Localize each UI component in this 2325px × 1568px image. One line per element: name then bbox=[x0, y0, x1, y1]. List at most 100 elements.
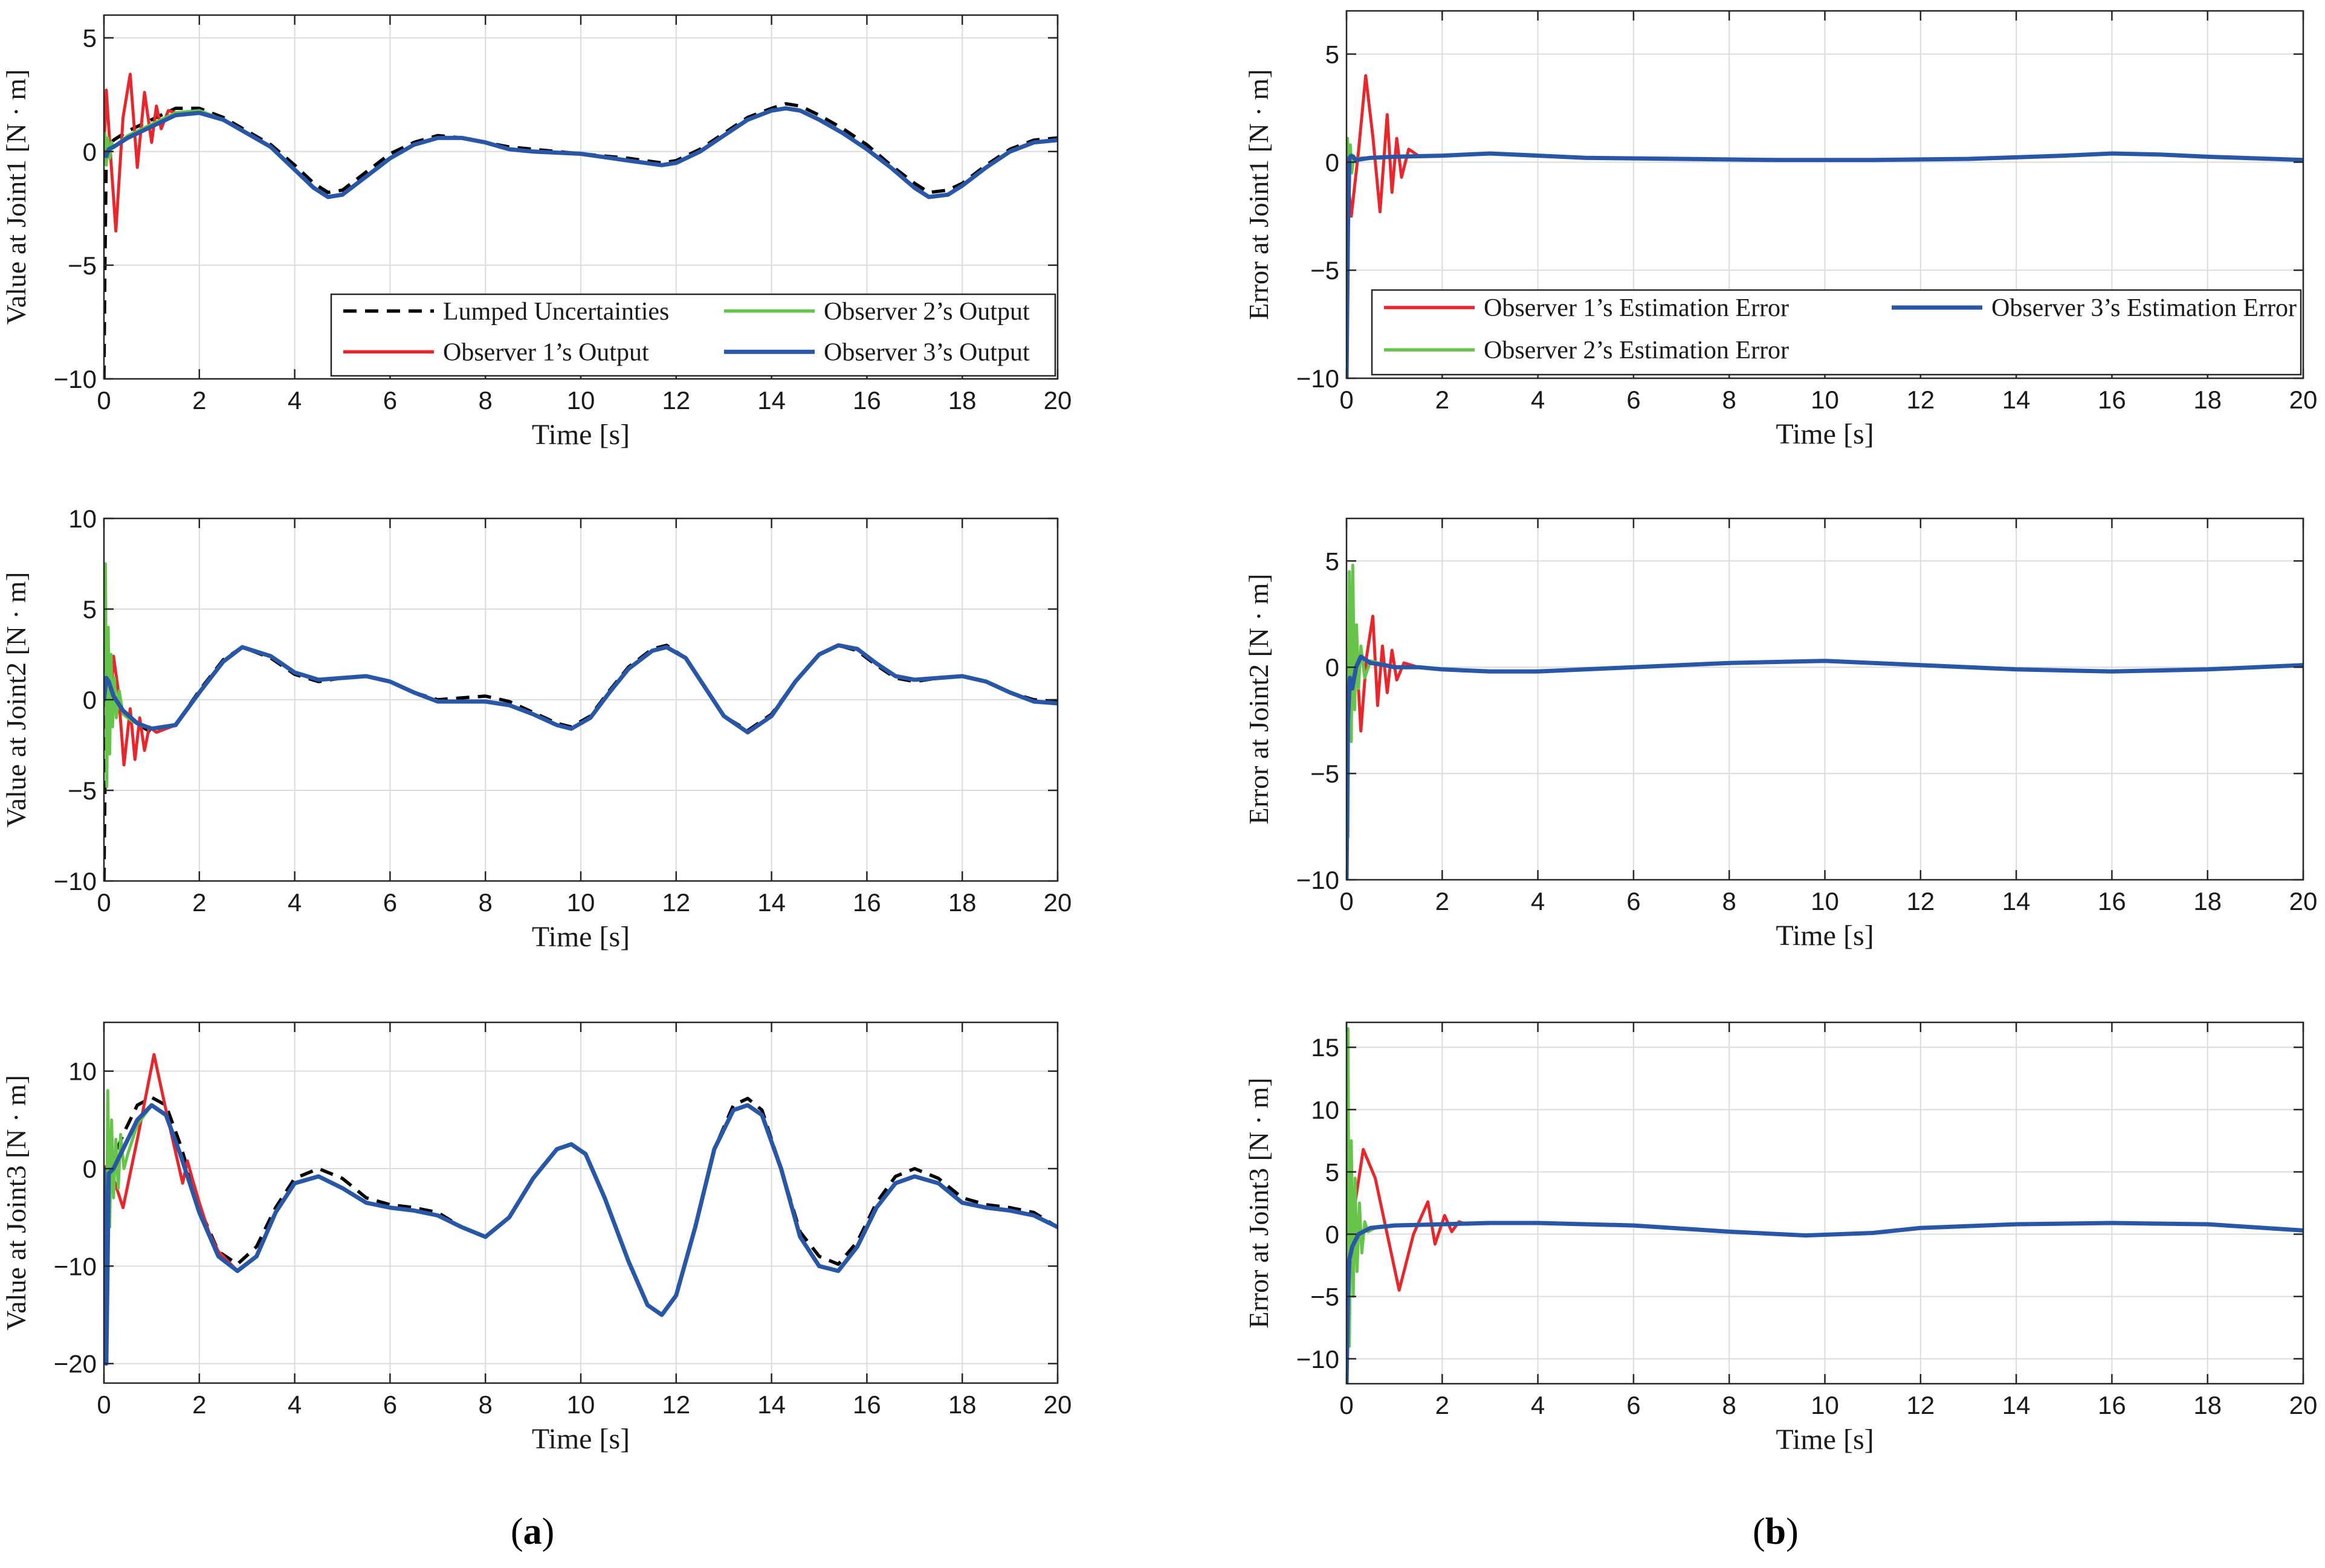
x-tick-label: 12 bbox=[662, 386, 690, 415]
x-axis-label: Time [s] bbox=[532, 1423, 630, 1455]
panel-label-a-letter: a bbox=[523, 1511, 542, 1552]
chart-a2: 0 2 4 6 8 10 12 14 16 18 20 −10 −5 0 5 10 Time [s] Value … bbox=[1, 505, 1072, 953]
y-tick-label: −10 bbox=[54, 1252, 97, 1280]
x-tick-label: 12 bbox=[1906, 887, 1935, 915]
x-tick-label: 16 bbox=[2098, 386, 2126, 414]
x-tick-label: 16 bbox=[2098, 1391, 2126, 1419]
x-axis-label: Time [s] bbox=[532, 419, 630, 451]
x-tick-label: 10 bbox=[567, 1390, 595, 1419]
y-axis-label: Value at Joint3 [N · m] bbox=[1, 1075, 31, 1331]
x-tick-label: 8 bbox=[479, 386, 493, 415]
x-tick-label: 16 bbox=[853, 888, 881, 917]
series-line-obs3 bbox=[104, 1103, 1058, 1366]
series-group bbox=[104, 562, 1058, 881]
x-tick-label: 2 bbox=[1435, 386, 1449, 414]
x-tick-label: 12 bbox=[1906, 386, 1935, 414]
x-tick-label: 0 bbox=[1339, 887, 1353, 915]
y-tick-label: 10 bbox=[1311, 1095, 1339, 1124]
x-axis-label: Time [s] bbox=[1776, 920, 1874, 952]
x-tick-label: 12 bbox=[1906, 1391, 1935, 1419]
x-tick-label: 10 bbox=[1811, 1391, 1839, 1419]
y-tick-label: 0 bbox=[1325, 653, 1339, 682]
y-tick-label: 5 bbox=[1325, 547, 1339, 575]
legend: Observer 1’s Estimation Error Observer 2’… bbox=[1371, 289, 2302, 376]
legend-label-obs1: Observer 1’s Output bbox=[443, 338, 649, 366]
panel-label-a: (a) bbox=[511, 1511, 554, 1553]
panel-label-a-close: ) bbox=[542, 1511, 555, 1552]
y-tick-label: −5 bbox=[68, 776, 97, 805]
x-axis-label: Time [s] bbox=[1776, 1424, 1874, 1456]
x-tick-label: 6 bbox=[1626, 386, 1640, 414]
x-tick-label: 14 bbox=[2002, 386, 2031, 414]
x-tick-label: 10 bbox=[1811, 887, 1839, 915]
x-tick-label: 4 bbox=[288, 386, 302, 415]
y-tick-label: −20 bbox=[54, 1350, 97, 1378]
x-tick-label: 8 bbox=[479, 1390, 493, 1419]
y-axis-label: Error at Joint1 [N · m] bbox=[1243, 69, 1274, 320]
y-tick-label: −10 bbox=[1296, 866, 1339, 894]
series-line-obs3 bbox=[1347, 1221, 2303, 1384]
panel-label-b-open: ( bbox=[1753, 1511, 1765, 1552]
x-tick-label: 6 bbox=[383, 888, 397, 917]
series-line-obs3 bbox=[104, 106, 1058, 199]
x-tick-label: 2 bbox=[192, 888, 206, 917]
y-tick-label: −5 bbox=[1310, 256, 1339, 285]
x-tick-label: 20 bbox=[1044, 888, 1072, 917]
x-tick-label: 6 bbox=[383, 386, 397, 415]
series-line-lumped bbox=[104, 102, 1058, 379]
x-tick-label: 4 bbox=[1531, 1391, 1545, 1419]
y-tick-label: 0 bbox=[1325, 148, 1339, 176]
series-group bbox=[1347, 563, 2303, 880]
legend-label-obs2: Observer 2’s Estimation Error bbox=[1484, 337, 1789, 364]
y-tick-label: 10 bbox=[68, 505, 97, 533]
x-tick-label: 14 bbox=[757, 888, 786, 917]
y-tick-label: −10 bbox=[54, 867, 97, 895]
y-tick-label: 10 bbox=[68, 1057, 97, 1086]
x-tick-label: 0 bbox=[1339, 1391, 1353, 1419]
series-group bbox=[104, 1053, 1058, 1366]
series-line-obs3 bbox=[1347, 151, 2303, 378]
y-tick-label: 0 bbox=[83, 138, 97, 166]
y-tick-label: 0 bbox=[83, 1155, 97, 1183]
y-tick-label: 15 bbox=[1311, 1033, 1339, 1062]
y-tick-label: 5 bbox=[1325, 40, 1339, 69]
y-tick-label: 5 bbox=[83, 24, 97, 53]
chart-b2: 0 2 4 6 8 10 12 14 16 18 20 −10 −5 0 5 Time [s] Error at… bbox=[1243, 517, 2317, 952]
x-tick-label: 14 bbox=[757, 1390, 786, 1419]
y-tick-label: 0 bbox=[83, 686, 97, 714]
x-axis-label: Time [s] bbox=[1776, 418, 1874, 450]
legend-box bbox=[1371, 289, 2302, 376]
x-tick-label: 6 bbox=[1626, 1391, 1640, 1419]
legend-label-obs1: Observer 1’s Estimation Error bbox=[1484, 294, 1789, 322]
x-tick-label: 10 bbox=[567, 386, 595, 415]
legend-box bbox=[330, 293, 1056, 377]
x-tick-label: 6 bbox=[383, 1390, 397, 1419]
y-tick-label: −5 bbox=[1310, 760, 1339, 788]
chart-a1: 0 2 4 6 8 10 12 14 16 18 20 −10 −5 0 5 Time [s] Value at… bbox=[1, 14, 1072, 451]
x-tick-label: 18 bbox=[2193, 1391, 2222, 1419]
panel-label-b-close: ) bbox=[1786, 1511, 1799, 1552]
y-tick-label: 0 bbox=[1325, 1221, 1339, 1249]
x-tick-label: 2 bbox=[192, 1390, 206, 1419]
y-axis-label: Value at Joint2 [N · m] bbox=[1, 572, 31, 828]
x-tick-label: 8 bbox=[1722, 1391, 1736, 1419]
legend-label-lumped: Lumped Uncertainties bbox=[443, 298, 669, 326]
x-tick-label: 14 bbox=[2002, 1391, 2031, 1419]
x-tick-label: 18 bbox=[2193, 887, 2222, 915]
x-tick-label: 12 bbox=[662, 1390, 690, 1419]
x-tick-label: 20 bbox=[2289, 1391, 2318, 1419]
x-tick-label: 10 bbox=[1811, 386, 1839, 414]
series-line-obs3 bbox=[104, 643, 1058, 735]
chart-b3: 0 2 4 6 8 10 12 14 16 18 20 −10 −5 0 5 10 15 Time [s] Erro… bbox=[1243, 1021, 2318, 1456]
y-tick-label: −10 bbox=[1296, 364, 1339, 393]
y-tick-label: −10 bbox=[1296, 1345, 1339, 1373]
y-tick-label: 5 bbox=[1325, 1158, 1339, 1186]
x-tick-label: 0 bbox=[97, 888, 111, 917]
x-tick-label: 14 bbox=[2002, 887, 2031, 915]
x-tick-label: 8 bbox=[1722, 887, 1736, 915]
y-tick-label: −10 bbox=[54, 365, 97, 393]
x-tick-label: 0 bbox=[97, 386, 111, 415]
x-tick-label: 16 bbox=[853, 1390, 881, 1419]
chart-a3: 0 2 4 6 8 10 12 14 16 18 20 −20 −10 0 10 Time [s] Value … bbox=[1, 1021, 1072, 1455]
